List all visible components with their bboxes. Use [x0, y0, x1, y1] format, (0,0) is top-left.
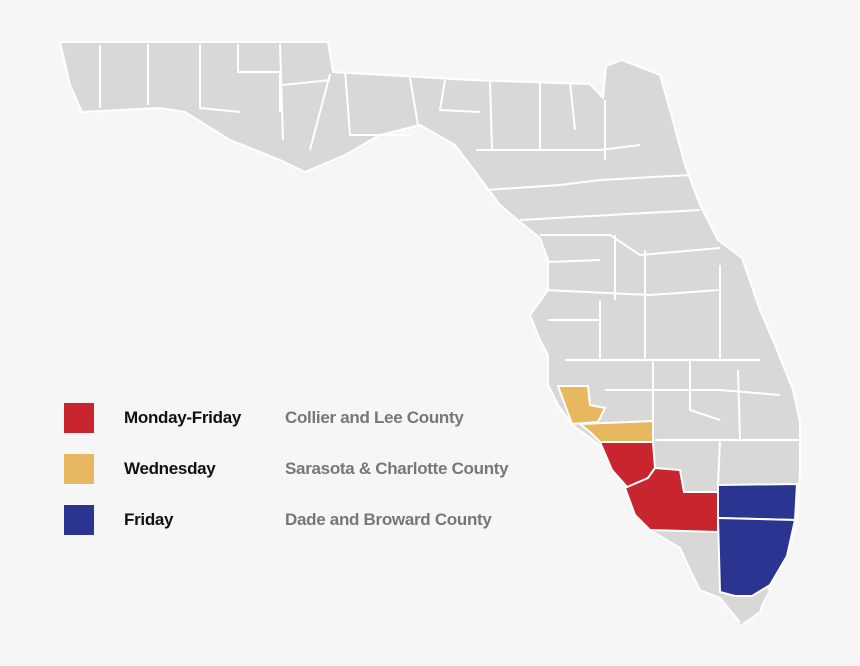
legend-row-wednesday: Wednesday Sarasota & Charlotte County	[64, 454, 524, 505]
florida-keys	[739, 589, 769, 625]
legend-day-label: Friday	[124, 510, 174, 529]
legend-swatch-yellow	[64, 454, 94, 484]
legend-area-label: Sarasota & Charlotte County	[285, 459, 509, 478]
legend-swatch-red	[64, 403, 94, 433]
legend-day-label: Wednesday	[124, 459, 216, 478]
county-miami-dade	[716, 516, 797, 597]
legend-day-label: Monday-Friday	[124, 408, 242, 427]
county-collier	[623, 466, 719, 534]
county-sarasota	[556, 385, 607, 426]
legend-row-monday-friday: Monday-Friday Collier and Lee County	[64, 403, 524, 454]
legend-row-friday: Friday Dade and Broward County	[64, 505, 524, 556]
legend-area-label: Collier and Lee County	[285, 408, 464, 427]
legend-area-label: Dade and Broward County	[285, 510, 492, 529]
county-borders	[99, 43, 800, 486]
legend: Monday-Friday Collier and Lee County Wed…	[64, 403, 524, 556]
county-broward	[717, 482, 799, 522]
legend-swatch-blue	[64, 505, 94, 535]
